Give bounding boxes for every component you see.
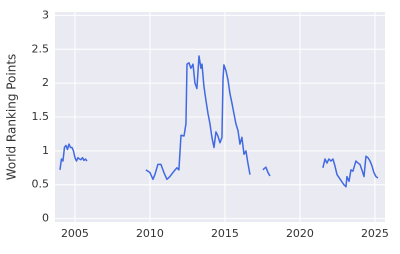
- x-tick-label: 2020: [286, 227, 314, 240]
- x-tick-label: 2015: [211, 227, 239, 240]
- y-tick-label: 1.5: [32, 110, 50, 123]
- y-tick-label: 1: [42, 144, 49, 157]
- y-tick-label: 2: [42, 76, 49, 89]
- line: [59, 55, 379, 188]
- y-axis-label: World Ranking Points: [5, 54, 19, 181]
- x-tick-label: 2005: [61, 227, 89, 240]
- x-tick-label: 2010: [136, 227, 164, 240]
- y-tick-label: 3: [42, 8, 49, 21]
- y-tick-label: 2.5: [32, 42, 50, 55]
- y-tick-label: 0: [42, 212, 49, 225]
- x-tick-label: 2025: [361, 227, 389, 240]
- y-tick-label: 0.5: [32, 178, 50, 191]
